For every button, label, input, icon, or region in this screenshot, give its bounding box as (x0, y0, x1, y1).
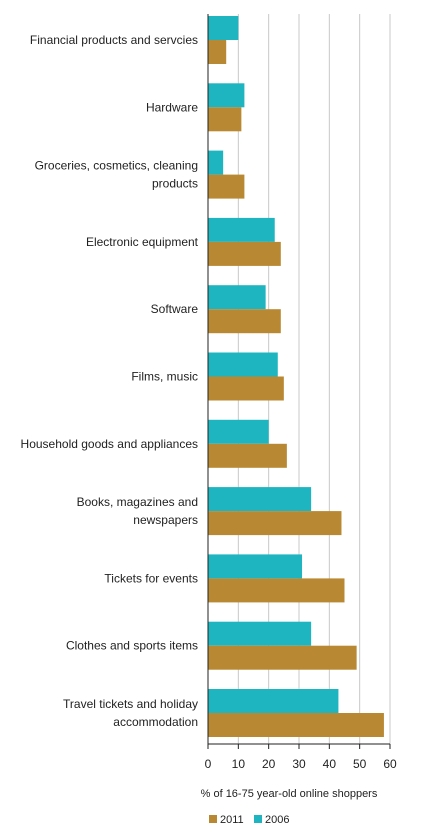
bar-2011-1 (208, 40, 227, 64)
bar-2006-10 (208, 621, 312, 646)
bar-2011-4 (208, 241, 281, 266)
bar-2006-11 (208, 689, 339, 713)
bar-2011-3 (208, 174, 245, 199)
x-tick-label-50: 50 (353, 757, 367, 771)
category-label-8: Books, magazines and newspapers (77, 495, 198, 527)
category-label-4: Electronic equipment (86, 235, 199, 249)
x-axis-label: % of 16-75 year-old online shoppers (201, 788, 378, 800)
category-label-1: Financial products and servcies (30, 33, 198, 47)
bar-2011-8 (208, 511, 342, 536)
category-label-3: Groceries, cosmetics, cleaning products (35, 159, 198, 191)
bars (208, 16, 384, 737)
bar-2006-4 (208, 217, 275, 242)
category-label-11: Travel tickets and holiday accommodation (63, 697, 198, 729)
legend-label-2006: 2006 (265, 814, 289, 826)
category-label-5: Software (151, 302, 199, 316)
x-tick-label-60: 60 (383, 757, 397, 771)
x-tick-label-40: 40 (323, 757, 337, 771)
bar-2011-7 (208, 443, 287, 468)
legend-swatch-2006 (254, 815, 262, 823)
x-axis: 0 10 20 30 40 50 60 (205, 14, 397, 771)
bar-2011-9 (208, 578, 345, 603)
bar-2006-8 (208, 487, 312, 512)
bar-2006-5 (208, 285, 266, 310)
category-label-2: Hardware (146, 100, 198, 114)
bar-2011-6 (208, 376, 284, 401)
bar-2011-11 (208, 713, 384, 737)
bar-2006-2 (208, 83, 245, 108)
x-tick-label-20: 20 (262, 757, 276, 771)
category-label-10: Clothes and sports items (66, 639, 198, 653)
bar-2006-9 (208, 554, 303, 579)
legend: 2011 2006 (209, 814, 289, 826)
bar-2006-6 (208, 352, 278, 377)
category-label-6: Films, music (131, 370, 198, 384)
bar-2011-10 (208, 645, 357, 670)
legend-label-2011: 2011 (220, 814, 244, 826)
x-tick-label-30: 30 (292, 757, 306, 771)
bar-2011-2 (208, 107, 242, 132)
bar-2006-3 (208, 150, 224, 175)
category-label-7: Household goods and appliances (21, 437, 198, 451)
x-tick-label-10: 10 (232, 757, 246, 771)
category-label-9: Tickets for events (104, 571, 198, 585)
legend-swatch-2011 (209, 815, 217, 823)
bar-2006-7 (208, 419, 269, 444)
bar-2011-5 (208, 309, 281, 334)
x-tick-label-0: 0 (205, 757, 212, 771)
category-labels: Financial products and servcies Hardware G… (21, 33, 199, 729)
bar-2006-1 (208, 16, 239, 40)
